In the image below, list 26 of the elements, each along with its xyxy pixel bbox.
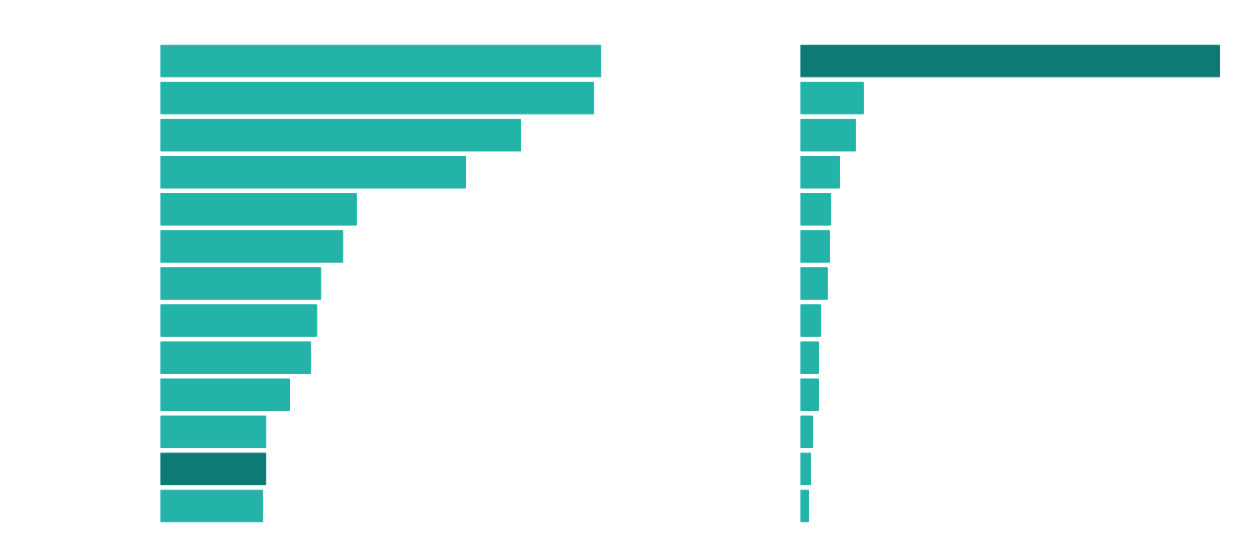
bar xyxy=(160,230,344,263)
bar xyxy=(800,415,814,449)
bar xyxy=(800,267,828,300)
bar xyxy=(800,378,820,411)
bar xyxy=(800,81,864,115)
bar xyxy=(160,489,264,523)
bar xyxy=(160,156,467,189)
bar xyxy=(800,156,840,189)
bar xyxy=(160,341,312,374)
bar xyxy=(800,452,812,486)
bar xyxy=(160,81,595,115)
bar xyxy=(800,44,1221,78)
bar xyxy=(800,489,809,523)
bar xyxy=(160,44,602,78)
bar xyxy=(160,304,318,337)
bar xyxy=(800,341,820,374)
bar xyxy=(800,193,832,226)
bar xyxy=(800,230,830,263)
bar xyxy=(800,304,822,337)
bar xyxy=(160,452,267,486)
bar xyxy=(160,193,357,226)
bar xyxy=(160,118,522,152)
bar xyxy=(160,378,290,411)
bar xyxy=(160,415,267,449)
bar xyxy=(800,118,856,152)
bar xyxy=(160,267,322,300)
